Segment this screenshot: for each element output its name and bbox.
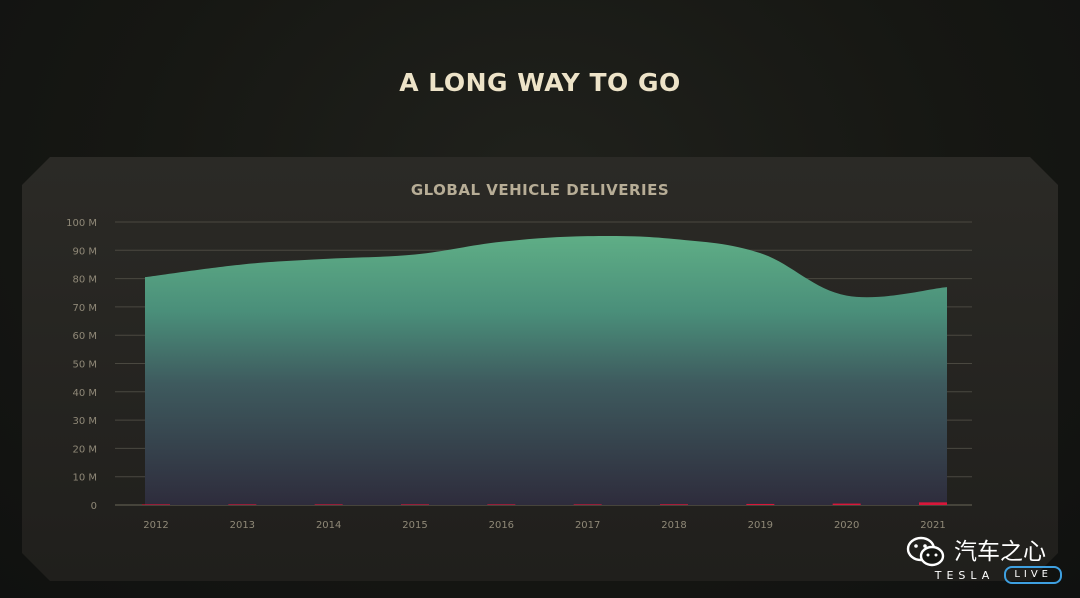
x-tick-label: 2020 xyxy=(834,520,859,531)
x-tick-label: 2012 xyxy=(143,520,168,531)
bar xyxy=(919,502,947,505)
x-tick-label: 2013 xyxy=(230,520,255,531)
y-tick-label: 30 M xyxy=(72,416,97,427)
bar xyxy=(228,504,257,505)
bar xyxy=(487,504,516,505)
live-badge: LIVE xyxy=(1004,566,1062,584)
y-tick-label: 0 xyxy=(91,501,97,512)
bar xyxy=(314,504,343,505)
y-tick-label: 50 M xyxy=(72,360,97,371)
x-tick-label: 2016 xyxy=(489,520,514,531)
x-tick-label: 2021 xyxy=(920,520,945,531)
chart-title: GLOBAL VEHICLE DELIVERIES xyxy=(410,181,670,199)
y-tick-label: 80 M xyxy=(72,275,97,286)
slide-title: A LONG WAY TO GO xyxy=(399,68,681,97)
watermark-brand: TESLA LIVE xyxy=(935,566,1062,584)
bar xyxy=(832,503,861,505)
series-area xyxy=(145,235,947,506)
x-tick-label: 2018 xyxy=(661,520,686,531)
x-tick-label: 2019 xyxy=(748,520,773,531)
y-tick-label: 10 M xyxy=(72,473,97,484)
x-tick-label: 2014 xyxy=(316,520,341,531)
y-tick-label: 20 M xyxy=(72,444,97,455)
watermark-channel: 汽车之心 xyxy=(906,536,1046,568)
y-axis-ticks: 0 10 M 20 M 30 M 40 M 50 M 60 M 70 M 80 M 90 M 100… xyxy=(66,218,97,512)
bar xyxy=(660,504,688,505)
bar xyxy=(401,504,429,505)
tesla-wordmark: TESLA xyxy=(934,568,995,582)
y-tick-label: 100 M xyxy=(66,218,97,229)
bar xyxy=(142,504,170,505)
y-tick-label: 60 M xyxy=(72,331,97,342)
wechat-icon xyxy=(906,536,945,567)
series-bars xyxy=(142,502,947,505)
channel-name: 汽车之心 xyxy=(954,538,1046,565)
bar xyxy=(573,504,602,505)
y-tick-label: 40 M xyxy=(72,388,97,399)
x-tick-label: 2015 xyxy=(402,520,427,531)
x-tick-label: 2017 xyxy=(575,520,600,531)
series-area-path xyxy=(145,235,947,506)
bar xyxy=(746,503,775,505)
x-axis-ticks: 2012 2013 2014 2015 2016 2017 2018 2019 2020 2021 xyxy=(143,520,945,531)
y-tick-label: 90 M xyxy=(72,246,97,257)
y-tick-label: 70 M xyxy=(72,303,97,314)
